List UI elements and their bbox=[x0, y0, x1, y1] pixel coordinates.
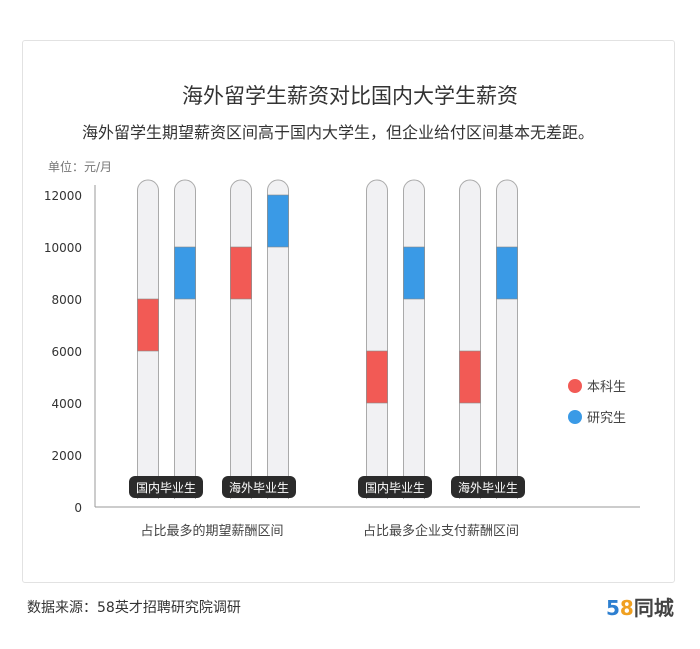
bar-range-undergrad bbox=[459, 350, 481, 404]
bar-range-undergrad bbox=[137, 298, 159, 352]
y-tick-label: 2000 bbox=[51, 449, 82, 463]
y-tick-label: 10000 bbox=[44, 241, 82, 255]
bar-range-undergrad bbox=[230, 246, 252, 300]
bar-track bbox=[174, 179, 196, 499]
legend-label: 研究生 bbox=[587, 411, 626, 426]
y-tick-label: 8000 bbox=[51, 293, 82, 307]
bar-range-graduate bbox=[174, 246, 196, 300]
bar-range-graduate bbox=[403, 246, 425, 300]
bar-track bbox=[366, 179, 388, 499]
y-tick-label: 0 bbox=[74, 501, 82, 515]
category-label: 国内毕业生 bbox=[365, 481, 425, 495]
y-tick-label: 4000 bbox=[51, 397, 82, 411]
bar-track bbox=[496, 179, 518, 499]
bar-range-graduate bbox=[267, 194, 289, 248]
bar-track bbox=[459, 179, 481, 499]
category-label-bg bbox=[451, 476, 525, 498]
chart-subtitle: 海外留学生期望薪资区间高于国内大学生，但企业给付区间基本无差距。 bbox=[82, 123, 595, 142]
bar-track bbox=[230, 179, 252, 499]
legend-swatch bbox=[568, 379, 582, 393]
legend-label: 本科生 bbox=[587, 380, 626, 395]
category-label: 海外毕业生 bbox=[458, 480, 518, 495]
bar-range-graduate bbox=[496, 246, 518, 300]
group-label: 占比最多企业支付薪酬区间 bbox=[363, 523, 519, 539]
category-label: 海外毕业生 bbox=[229, 480, 289, 495]
legend-swatch bbox=[568, 410, 582, 424]
y-tick-label: 12000 bbox=[44, 189, 82, 203]
group-label: 占比最多的期望薪酬区间 bbox=[140, 523, 283, 539]
data-source: 数据来源：58英才招聘研究院调研 bbox=[27, 600, 241, 616]
bar-track bbox=[267, 179, 289, 499]
chart-title: 海外留学生薪资对比国内大学生薪资 bbox=[182, 84, 518, 108]
bar-track bbox=[403, 179, 425, 499]
unit-label: 单位：元/月 bbox=[48, 160, 113, 174]
y-tick-label: 6000 bbox=[51, 345, 82, 359]
category-label-bg bbox=[358, 476, 432, 498]
category-label-bg bbox=[222, 476, 296, 498]
logo-58tongcheng: 58同城 bbox=[606, 596, 674, 620]
category-label-bg bbox=[129, 476, 203, 498]
category-label: 国内毕业生 bbox=[136, 481, 196, 495]
bar-range-undergrad bbox=[366, 350, 388, 404]
